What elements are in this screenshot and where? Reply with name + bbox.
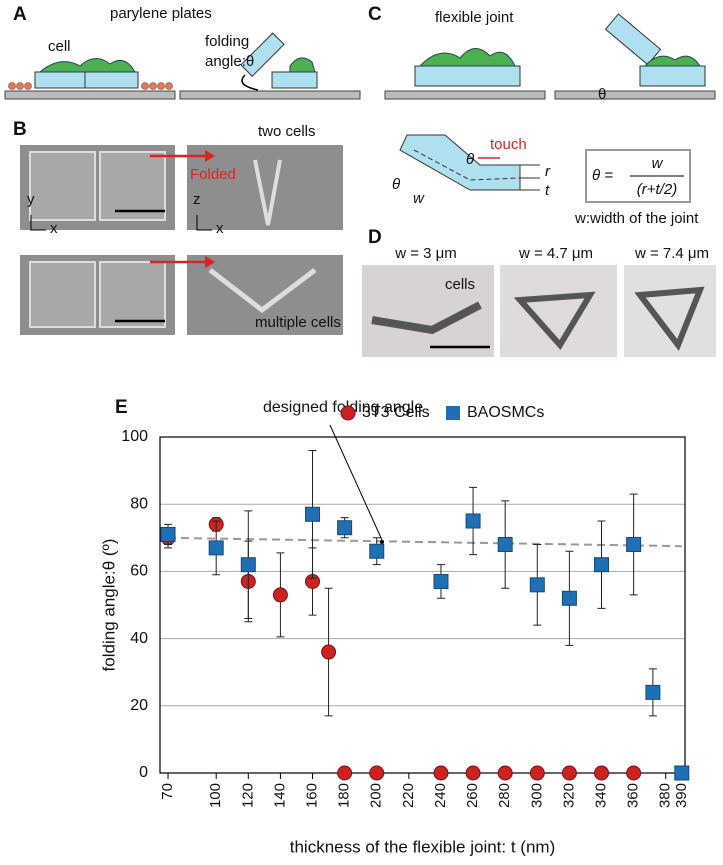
x-tick-label: 280	[496, 783, 513, 808]
annotation: cell	[48, 38, 71, 55]
x-tick-label: 320	[560, 783, 577, 808]
data-point	[369, 765, 385, 781]
legend-marker	[340, 405, 356, 421]
y-tick-label: 80	[130, 495, 148, 512]
legend-label: BAOSMCs	[467, 404, 544, 421]
chart: E 0 20 40 60 80 100 70 100 120 140 160 180 200 220 240 2…	[99, 397, 689, 856]
x-tick-label: 120	[239, 783, 256, 808]
x-tick-label: 380	[657, 783, 674, 808]
plot-frame	[159, 436, 686, 774]
annotation: w	[413, 190, 425, 207]
annotation: w = 4.7 μm	[518, 245, 593, 262]
data-point	[594, 765, 610, 781]
data-point	[433, 765, 449, 781]
annotation: θ	[466, 151, 474, 168]
x-tick-label: 360	[625, 783, 642, 808]
panel-label: C	[368, 4, 382, 25]
data-point	[497, 765, 513, 781]
data-point	[594, 557, 610, 573]
annotation: w:width of the joint	[574, 210, 699, 227]
annotation: θ	[598, 86, 606, 103]
axis-letter: z	[193, 191, 201, 208]
x-tick-label: 300	[528, 783, 545, 808]
x-tick-label: 240	[432, 783, 449, 808]
axis-letter: x	[216, 220, 224, 237]
panel-a-diagram	[4, 32, 361, 100]
formula: w	[652, 155, 664, 172]
data-point	[674, 765, 690, 781]
annotation: folding	[205, 33, 249, 50]
x-tick-label: 100	[207, 783, 224, 808]
y-tick-label: 0	[139, 764, 148, 781]
panel-label: B	[13, 119, 27, 140]
data-point	[645, 684, 661, 700]
y-axis-label: folding angle:θ (º)	[99, 539, 118, 672]
x-axis-label: thickness of the flexible joint: t (nm)	[290, 837, 556, 856]
annotation: w = 3 μm	[394, 245, 457, 262]
x-tick-label: 140	[271, 783, 288, 808]
annotation: r	[545, 163, 551, 180]
panel-b-images	[20, 145, 343, 335]
data-point	[561, 590, 577, 606]
axis-letter: y	[27, 191, 35, 208]
data-point	[626, 765, 642, 781]
data-point	[465, 513, 481, 529]
x-tick-label: 70	[159, 783, 176, 800]
data-point	[208, 540, 224, 556]
annotation: Folded	[190, 166, 236, 183]
annotation: w = 7.4 μm	[634, 245, 709, 262]
y-tick-label: 40	[130, 630, 148, 647]
panel-label: E	[115, 397, 128, 418]
formula: (r+t/2)	[637, 181, 677, 198]
panel-label: D	[368, 227, 382, 248]
legend-label: 3T3 Cells	[362, 404, 430, 421]
data-point	[240, 557, 256, 573]
x-tick-label: 260	[464, 783, 481, 808]
y-tick-label: 20	[130, 697, 148, 714]
data-point	[305, 506, 321, 522]
axis-letter: x	[50, 220, 58, 237]
annotation: cells	[445, 276, 475, 293]
data-point	[626, 537, 642, 553]
data-point	[529, 765, 545, 781]
x-tick-label: 390	[673, 783, 690, 808]
reference-line	[168, 536, 682, 548]
x-tick-label: 160	[303, 783, 320, 808]
annotation: angle:θ	[205, 53, 254, 70]
panel-label: A	[13, 4, 27, 25]
annotation-pointer	[329, 424, 383, 541]
data-point	[321, 644, 337, 660]
annotation: touch	[490, 136, 527, 153]
x-tick-label: 200	[368, 783, 385, 808]
data-point	[369, 543, 385, 559]
y-tick-label: 60	[130, 563, 148, 580]
data-point	[497, 537, 513, 553]
formula: θ =	[592, 167, 613, 184]
annotation: t	[545, 182, 550, 199]
legend-marker	[446, 406, 460, 420]
data-point	[465, 765, 481, 781]
data-point	[337, 765, 353, 781]
panel-c-diagram	[384, 13, 716, 203]
data-point	[272, 587, 288, 603]
x-tick-label: 220	[400, 783, 417, 808]
annotation-dot	[380, 540, 384, 544]
annotation: θ	[392, 176, 400, 193]
panel-d-images	[362, 265, 716, 357]
annotation: flexible joint	[435, 9, 514, 26]
annotation: parylene plates	[110, 5, 212, 22]
annotation: two cells	[258, 123, 316, 140]
data-point	[529, 577, 545, 593]
data-point	[433, 573, 449, 589]
data-point	[561, 765, 577, 781]
data-point	[337, 520, 353, 536]
data-point	[160, 526, 176, 542]
annotation: multiple cells	[255, 314, 341, 331]
x-tick-label: 180	[336, 783, 353, 808]
y-tick-label: 100	[121, 428, 148, 445]
x-tick-label: 340	[592, 783, 609, 808]
